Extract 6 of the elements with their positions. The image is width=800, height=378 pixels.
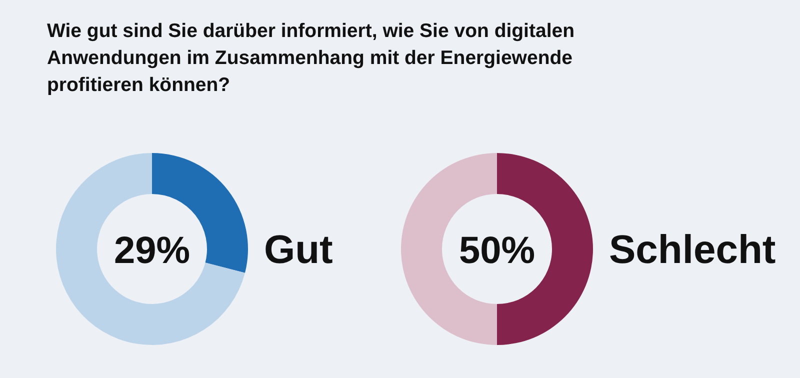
chart-title: Wie gut sind Sie darüber informiert, wie Sie von digitalen Anwendungen im Zusammenhang mit der Energiewende profitieren können? bbox=[47, 20, 574, 96]
donut-slice bbox=[56, 153, 245, 345]
slice-label: Schlecht bbox=[609, 228, 776, 272]
slice-label: Gut bbox=[264, 228, 333, 272]
text: 50% bbox=[458, 230, 536, 272]
text: 29% bbox=[114, 230, 190, 272]
